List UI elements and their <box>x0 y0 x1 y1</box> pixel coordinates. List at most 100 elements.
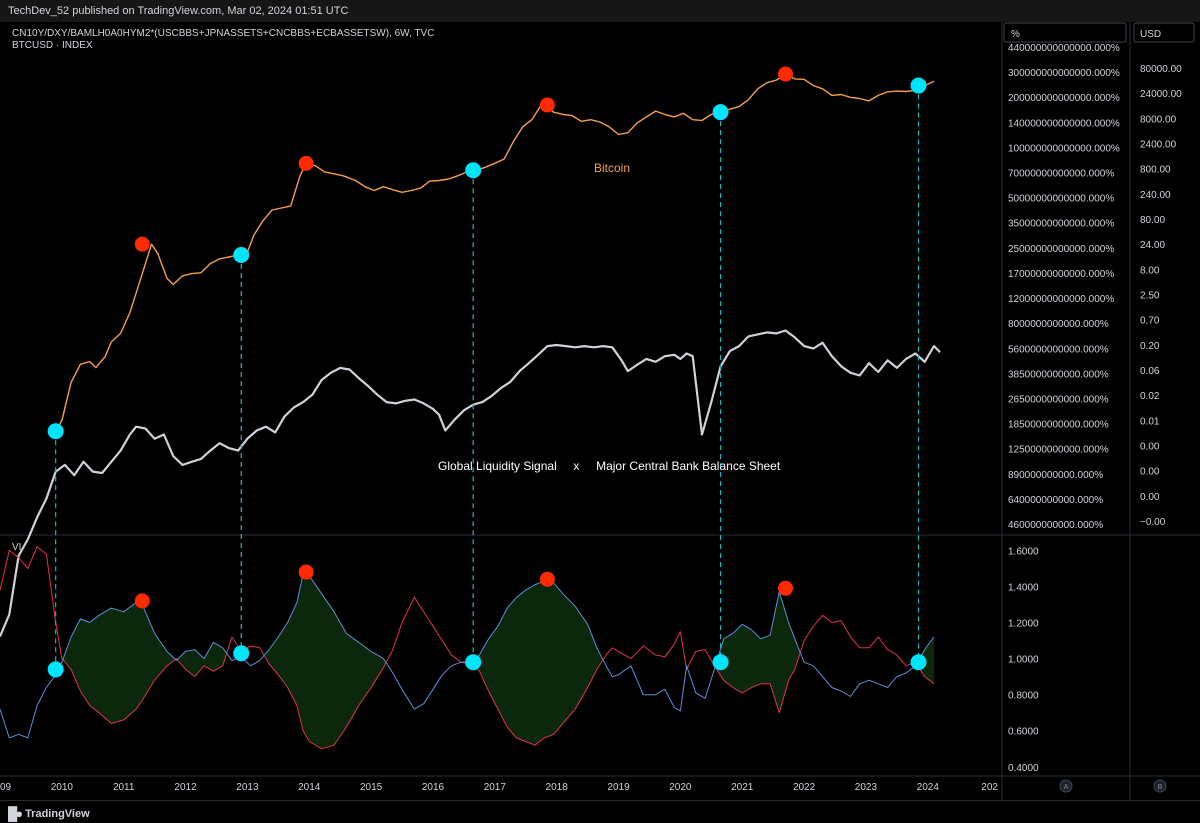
percent-tick-label: 17000000000000.000% <box>1008 269 1114 280</box>
vi-bull-fill <box>715 591 801 713</box>
percent-tick-label: 50000000000000.000% <box>1008 194 1114 205</box>
bottom-marker <box>233 645 250 662</box>
price-scale-button <box>1059 779 1073 793</box>
percent-tick-label: 35000000000000.000% <box>1008 219 1114 230</box>
tradingview-logo[interactable]: █● TradingView <box>8 806 90 821</box>
vi-bull-fill <box>62 602 176 724</box>
marker-layer <box>47 66 927 678</box>
chart-background <box>0 22 1200 800</box>
usd-tick-label: 8.00 <box>1140 265 1160 276</box>
price-scale-button <box>1153 779 1167 793</box>
publisher-bar: TechDev_52 published on TradingView.com,… <box>0 0 1200 23</box>
time-tick-label: 2024 <box>917 782 940 793</box>
signal-annotation: Global Liquidity Signal x Major Central … <box>438 459 781 473</box>
top-marker <box>778 66 794 82</box>
price-scale-button-label: A <box>1064 784 1069 791</box>
time-tick-label: 2023 <box>855 782 878 793</box>
vi-tick-label: 0.6000 <box>1008 727 1039 738</box>
connector-layer <box>55 85 920 670</box>
usd-tick-label: 8000.00 <box>1140 114 1177 125</box>
top-marker <box>134 593 150 609</box>
usd-tick-label: 0.02 <box>1140 391 1160 402</box>
usd-tick-label: 80.00 <box>1140 215 1165 226</box>
bottom-marker <box>910 654 927 671</box>
top-marker <box>298 155 314 171</box>
percent-tick-label: 640000000000.000% <box>1008 495 1103 506</box>
bottom-marker <box>465 654 482 671</box>
bottom-marker <box>465 162 482 179</box>
time-tick-label: 2020 <box>669 782 692 793</box>
usd-tick-label: 800.00 <box>1140 165 1171 176</box>
chart[interactable]: 440000000000000.000% 300000000000000.000%… <box>0 22 1200 800</box>
usd-tick-label: 24000.00 <box>1140 89 1182 100</box>
percent-tick-label: 5600000000000.000% <box>1008 344 1109 355</box>
vi-tick-label: 1.2000 <box>1008 619 1039 630</box>
vi-minus-line <box>0 546 935 750</box>
time-tick-label: 2019 <box>607 782 630 793</box>
time-tick-label: 2018 <box>546 782 569 793</box>
usd-tick-label: 0.00 <box>1140 467 1160 478</box>
price-scale-button-label: B <box>1158 784 1163 791</box>
time-tick-label: 2013 <box>236 782 259 793</box>
time-tick-label: 2017 <box>484 782 507 793</box>
percent-tick-label: 300000000000000.000% <box>1008 68 1120 79</box>
percent-tick-label: 200000000000000.000% <box>1008 93 1120 104</box>
usd-tick-label: 0.70 <box>1140 316 1160 327</box>
percent-tick-label: 1850000000000.000% <box>1008 420 1109 431</box>
legend-line-2: BTCUSD · INDEX <box>12 40 93 51</box>
percent-axis-unit[interactable]: % <box>1011 29 1020 40</box>
time-tick-label: 2012 <box>174 782 197 793</box>
usd-tick-label: 0.00 <box>1140 492 1160 503</box>
usd-tick-label: 240.00 <box>1140 190 1171 201</box>
bitcoin-annotation: Bitcoin <box>594 161 630 175</box>
top-marker <box>298 564 314 580</box>
time-tick-label: 2011 <box>113 782 135 793</box>
usd-unit-box <box>1133 22 1195 43</box>
bottom-marker <box>233 247 250 264</box>
usd-tick-label: 2400.00 <box>1140 140 1177 151</box>
top-marker <box>539 571 555 587</box>
vi-plus-line <box>0 573 935 739</box>
usd-tick-label: −0.00 <box>1140 517 1166 528</box>
bottom-marker <box>47 661 64 678</box>
usd-tick-label: 0.01 <box>1140 416 1160 427</box>
usd-tick-label: 24.00 <box>1140 240 1165 251</box>
bottom-marker <box>47 423 64 440</box>
vi-bull-fill <box>471 581 604 746</box>
percent-tick-label: 140000000000000.000% <box>1008 118 1120 129</box>
percent-tick-label: 12000000000000.000% <box>1008 294 1114 305</box>
usd-tick-label: 80000.00 <box>1140 64 1182 75</box>
time-tick-label: 2021 <box>731 782 754 793</box>
usd-tick-label: 2.50 <box>1140 291 1160 302</box>
time-tick-label: 2014 <box>298 782 321 793</box>
percent-unit-box <box>1003 22 1127 43</box>
percent-tick-label: 3850000000000.000% <box>1008 369 1109 380</box>
usd-axis-unit[interactable]: USD <box>1140 29 1161 40</box>
time-tick-label: 2009 <box>0 782 12 793</box>
time-tick-label: 2010 <box>51 782 74 793</box>
top-marker <box>539 97 555 113</box>
time-tick-label: 2022 <box>793 782 816 793</box>
time-tick-label: 2015 <box>360 782 383 793</box>
usd-tick-label: 0.00 <box>1140 442 1160 453</box>
percent-tick-label: 100000000000000.000% <box>1008 143 1120 154</box>
usd-tick-label: 0.06 <box>1140 366 1160 377</box>
vi-bull-fill <box>264 573 387 749</box>
legend-line-1: CN10Y/DXY/BAMLH0A0HYM2*(USCBBS+JPNASSETS… <box>12 28 434 39</box>
percent-tick-label: 1250000000000.000% <box>1008 445 1109 456</box>
percent-tick-label: 2650000000000.000% <box>1008 394 1109 405</box>
time-tick-label: 202 <box>981 782 998 793</box>
vi-tick-label: 0.4000 <box>1008 763 1039 774</box>
vi-tick-label: 1.4000 <box>1008 582 1039 593</box>
axis-layer: 440000000000000.000% 300000000000000.000%… <box>0 22 1195 793</box>
pane-dividers <box>0 22 1200 800</box>
percent-tick-label: 8000000000000.000% <box>1008 319 1109 330</box>
tradingview-logo-icon: █● <box>8 806 23 821</box>
percent-tick-label: 460000000000.000% <box>1008 520 1103 531</box>
bottom-marker <box>910 77 927 94</box>
percent-tick-label: 440000000000000.000% <box>1008 43 1120 54</box>
vi-pane-label: VI <box>12 542 21 553</box>
percent-tick-label: 890000000000.000% <box>1008 470 1103 481</box>
vi-tick-label: 1.6000 <box>1008 546 1039 557</box>
time-tick-label: 2016 <box>422 782 445 793</box>
